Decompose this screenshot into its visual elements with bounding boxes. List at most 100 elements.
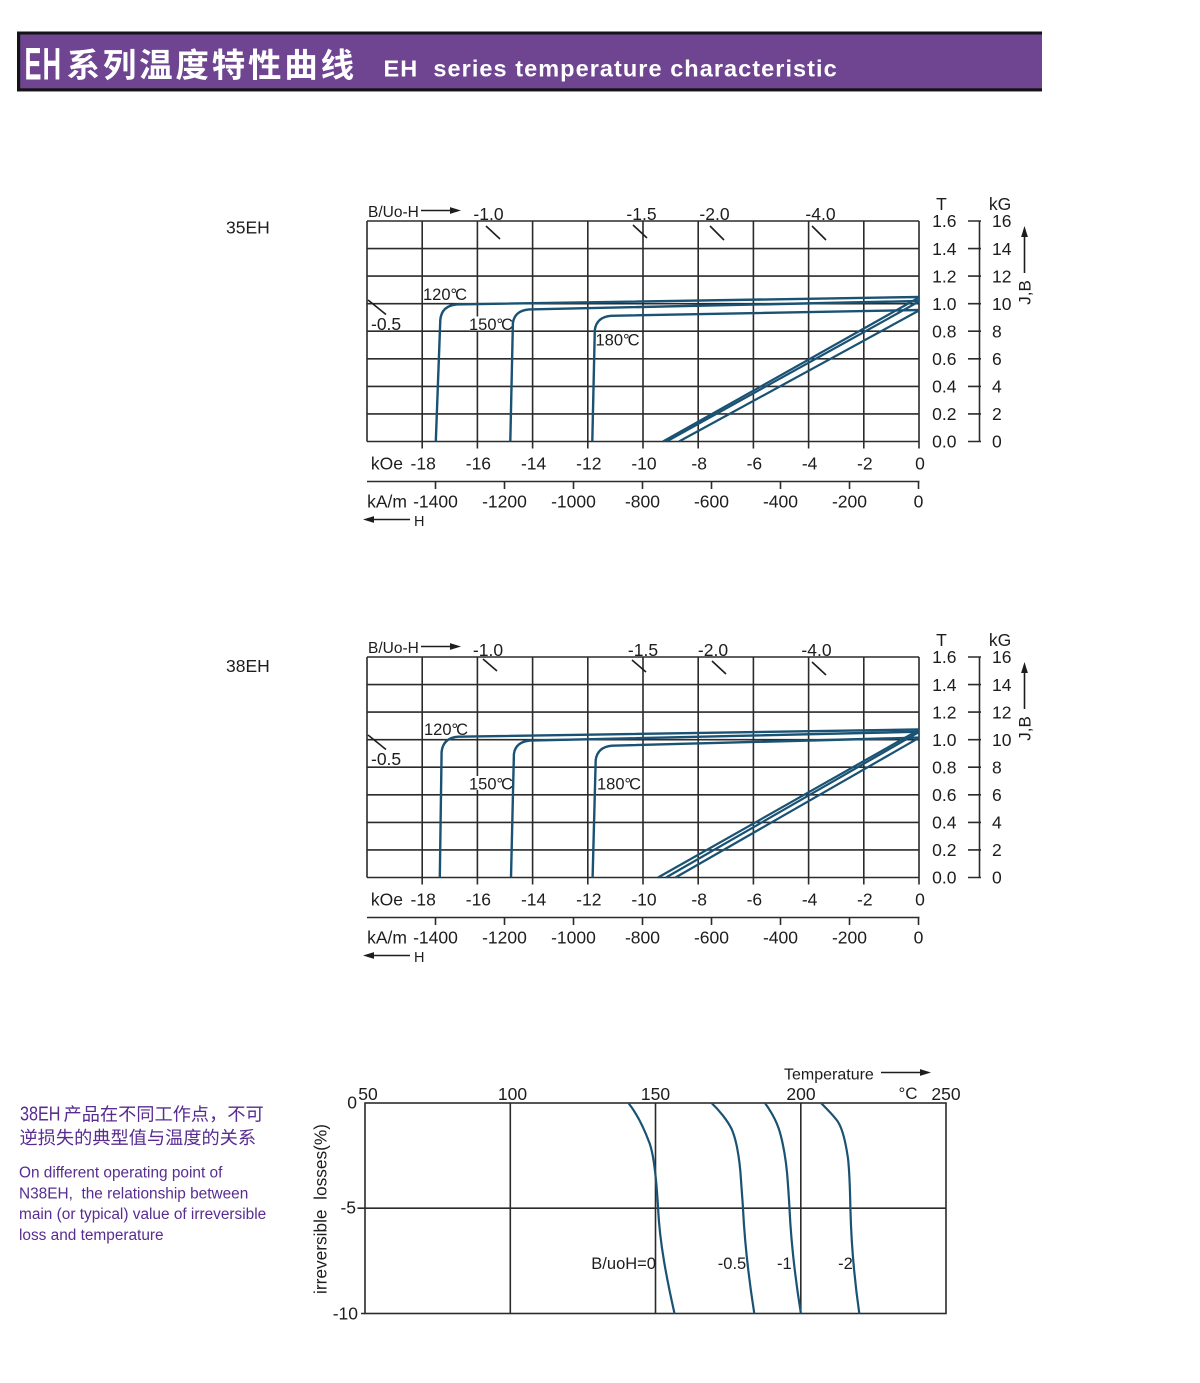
svg-text:-10: -10 bbox=[333, 1304, 359, 1324]
svg-text:120°C: 120°C bbox=[424, 721, 468, 739]
svg-text:-4.0: -4.0 bbox=[805, 204, 835, 224]
svg-text:150°C: 150°C bbox=[469, 776, 513, 794]
svg-text:-800: -800 bbox=[625, 928, 660, 948]
svg-text:150°C: 150°C bbox=[469, 316, 513, 334]
svg-text:0.0: 0.0 bbox=[932, 432, 957, 452]
svg-text:-10: -10 bbox=[631, 890, 657, 910]
svg-text:-8: -8 bbox=[691, 454, 707, 474]
svg-text:8: 8 bbox=[992, 758, 1002, 778]
svg-text:-1400: -1400 bbox=[413, 928, 458, 948]
svg-text:-6: -6 bbox=[747, 454, 763, 474]
svg-text:0.4: 0.4 bbox=[932, 813, 957, 833]
svg-text:1.4: 1.4 bbox=[932, 239, 957, 259]
svg-text:-600: -600 bbox=[694, 492, 729, 512]
svg-text:-200: -200 bbox=[832, 928, 867, 948]
svg-text:0.4: 0.4 bbox=[932, 377, 957, 397]
svg-text:EH series temperature charact: EH series temperature characteristic bbox=[384, 56, 838, 82]
svg-text:B/Uo-H: B/Uo-H bbox=[368, 204, 419, 221]
svg-text:J,B: J,B bbox=[1016, 280, 1035, 305]
svg-text:38EH: 38EH bbox=[20, 1102, 61, 1125]
svg-text:loss and temperature: loss and temperature bbox=[19, 1227, 164, 1244]
svg-text:8: 8 bbox=[992, 321, 1002, 341]
svg-text:1.6: 1.6 bbox=[932, 211, 956, 231]
svg-text:0.2: 0.2 bbox=[932, 840, 956, 860]
svg-text:-18: -18 bbox=[411, 454, 436, 474]
svg-text:-600: -600 bbox=[694, 928, 729, 948]
svg-text:180°C: 180°C bbox=[597, 776, 641, 794]
svg-text:-2: -2 bbox=[857, 890, 873, 910]
svg-text:200: 200 bbox=[786, 1084, 815, 1104]
svg-text:1.0: 1.0 bbox=[932, 730, 957, 750]
svg-text:12: 12 bbox=[992, 702, 1011, 722]
svg-text:-4: -4 bbox=[802, 890, 818, 910]
svg-text:16: 16 bbox=[992, 211, 1011, 231]
svg-text:-1400: -1400 bbox=[413, 492, 458, 512]
svg-text:H: H bbox=[414, 950, 424, 966]
svg-text:kG: kG bbox=[989, 630, 1011, 650]
svg-text:1.4: 1.4 bbox=[932, 675, 957, 695]
svg-text:6: 6 bbox=[992, 785, 1002, 805]
svg-text:0: 0 bbox=[915, 890, 925, 910]
svg-text:0.6: 0.6 bbox=[932, 349, 956, 369]
svg-text:35EH: 35EH bbox=[226, 218, 270, 238]
svg-text:-2: -2 bbox=[838, 1255, 853, 1273]
svg-text:-1200: -1200 bbox=[482, 928, 527, 948]
svg-text:-2.0: -2.0 bbox=[699, 204, 729, 224]
svg-text:kOe: kOe bbox=[371, 454, 403, 474]
svg-text:0: 0 bbox=[992, 868, 1002, 888]
svg-text:main (or typical) value of irr: main (or typical) value of irreversible bbox=[19, 1206, 266, 1223]
svg-text:100: 100 bbox=[498, 1084, 527, 1104]
svg-text:-16: -16 bbox=[466, 454, 491, 474]
svg-text:-1200: -1200 bbox=[482, 492, 527, 512]
svg-text:0.6: 0.6 bbox=[932, 785, 956, 805]
svg-text:-1.0: -1.0 bbox=[473, 204, 503, 224]
svg-text:-12: -12 bbox=[576, 454, 601, 474]
svg-text:kA/m: kA/m bbox=[367, 928, 407, 948]
svg-text:1.6: 1.6 bbox=[932, 647, 956, 667]
svg-text:0: 0 bbox=[992, 432, 1002, 452]
svg-text:150: 150 bbox=[641, 1084, 670, 1104]
svg-text:T: T bbox=[936, 194, 947, 214]
svg-text:-18: -18 bbox=[411, 890, 436, 910]
svg-text:-16: -16 bbox=[466, 890, 491, 910]
svg-text:12: 12 bbox=[992, 266, 1011, 286]
svg-text:-0.5: -0.5 bbox=[371, 314, 401, 334]
svg-text:kA/m: kA/m bbox=[367, 492, 407, 512]
svg-text:0.0: 0.0 bbox=[932, 868, 957, 888]
svg-text:0: 0 bbox=[914, 928, 924, 948]
svg-text:50: 50 bbox=[358, 1084, 378, 1104]
svg-text:10: 10 bbox=[992, 294, 1012, 314]
svg-text:2: 2 bbox=[992, 840, 1002, 860]
svg-text:-8: -8 bbox=[691, 890, 707, 910]
svg-text:Temperature: Temperature bbox=[784, 1067, 874, 1084]
svg-text:-14: -14 bbox=[521, 454, 547, 474]
svg-text:-1: -1 bbox=[777, 1255, 792, 1273]
svg-text:On different operating point o: On different operating point of bbox=[19, 1165, 223, 1182]
svg-text:0: 0 bbox=[347, 1093, 357, 1113]
svg-text:-800: -800 bbox=[625, 492, 660, 512]
svg-text:-0.5: -0.5 bbox=[371, 749, 401, 769]
svg-text:0.2: 0.2 bbox=[932, 404, 956, 424]
svg-text:120°C: 120°C bbox=[423, 286, 467, 304]
svg-text:-200: -200 bbox=[832, 492, 867, 512]
svg-text:-1.0: -1.0 bbox=[473, 640, 503, 660]
svg-text:-400: -400 bbox=[763, 928, 798, 948]
svg-text:-1.5: -1.5 bbox=[628, 640, 658, 660]
svg-text:-14: -14 bbox=[521, 890, 547, 910]
svg-text:1.2: 1.2 bbox=[932, 266, 956, 286]
svg-text:J,B: J,B bbox=[1016, 716, 1035, 741]
svg-text:EH: EH bbox=[25, 39, 63, 89]
svg-text:-1.5: -1.5 bbox=[626, 204, 656, 224]
svg-text:irreversible losses(%): irreversible losses(%) bbox=[311, 1124, 331, 1294]
svg-text:0.8: 0.8 bbox=[932, 321, 956, 341]
svg-text:-6: -6 bbox=[747, 890, 763, 910]
svg-text:14: 14 bbox=[992, 675, 1012, 695]
svg-text:-4.0: -4.0 bbox=[801, 640, 831, 660]
svg-text:B/uoH=0: B/uoH=0 bbox=[591, 1255, 656, 1273]
svg-text:T: T bbox=[936, 630, 947, 650]
svg-text:0.8: 0.8 bbox=[932, 758, 956, 778]
svg-text:-2: -2 bbox=[857, 454, 873, 474]
svg-text:-4: -4 bbox=[802, 454, 818, 474]
svg-text:4: 4 bbox=[992, 813, 1002, 833]
svg-text:°C: °C bbox=[898, 1084, 917, 1103]
